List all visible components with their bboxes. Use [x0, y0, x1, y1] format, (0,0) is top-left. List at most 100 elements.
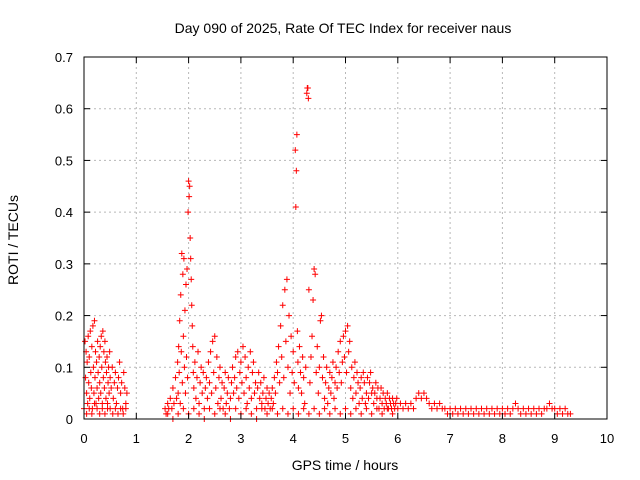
data-point [441, 405, 448, 412]
data-point [224, 390, 231, 397]
data-point [106, 348, 113, 355]
data-point [99, 328, 106, 335]
data-point [109, 410, 116, 417]
data-point [189, 322, 196, 329]
data-point [309, 333, 316, 340]
data-point [266, 390, 273, 397]
data-point [94, 338, 101, 345]
data-point [292, 203, 299, 210]
data-point [85, 333, 92, 340]
data-point [431, 400, 438, 407]
data-point [175, 410, 182, 417]
data-point [259, 390, 266, 397]
data-point [269, 405, 276, 412]
data-point [284, 410, 291, 417]
data-point [182, 281, 189, 288]
data-point [530, 405, 537, 412]
data-point [90, 390, 97, 397]
data-point [378, 384, 385, 391]
data-point [365, 395, 372, 402]
data-point [360, 369, 367, 376]
data-point [509, 405, 516, 412]
data-point [237, 359, 244, 366]
data-point [373, 405, 380, 412]
y-axis-tick-labels: 0 0.1 0.2 0.3 0.4 0.5 0.6 0.7 [55, 50, 73, 427]
data-point [264, 410, 271, 417]
data-point [325, 384, 332, 391]
data-point [117, 390, 124, 397]
data-point [122, 405, 129, 412]
data-point [108, 384, 115, 391]
data-point [189, 343, 196, 350]
data-point [229, 364, 236, 371]
data-point [191, 359, 198, 366]
data-point [190, 384, 197, 391]
data-point [244, 400, 251, 407]
data-point [176, 369, 183, 376]
y-tick-label: 0.6 [55, 102, 73, 117]
data-point [265, 400, 272, 407]
data-point [288, 333, 295, 340]
data-point [368, 410, 375, 417]
data-point [270, 400, 277, 407]
data-point [384, 405, 391, 412]
data-point [301, 400, 308, 407]
data-point [118, 379, 125, 386]
data-point [316, 410, 323, 417]
data-point [232, 353, 239, 360]
data-point [293, 167, 300, 174]
data-point [84, 359, 91, 366]
data-point [297, 369, 304, 376]
data-point [228, 379, 235, 386]
data-point [85, 379, 92, 386]
data-point [177, 291, 184, 298]
data-point [312, 271, 319, 278]
data-point [188, 276, 195, 283]
data-point [295, 384, 302, 391]
data-point [205, 359, 212, 366]
data-point [494, 405, 501, 412]
data-point [326, 369, 333, 376]
data-point [384, 390, 391, 397]
data-point [339, 359, 346, 366]
data-point [298, 390, 305, 397]
data-point [186, 193, 193, 200]
data-point [351, 359, 358, 366]
data-point [252, 379, 259, 386]
x-tick-label: 0 [80, 431, 87, 446]
data-point [83, 390, 90, 397]
data-point [248, 395, 255, 402]
data-point [96, 353, 103, 360]
y-tick-label: 0.2 [55, 309, 73, 324]
data-point [434, 405, 441, 412]
data-point [470, 410, 477, 417]
data-point [222, 369, 229, 376]
data-point [343, 369, 350, 376]
data-point [460, 410, 467, 417]
data-point [87, 328, 94, 335]
data-point [208, 390, 215, 397]
data-point [533, 410, 540, 417]
data-point [330, 395, 337, 402]
data-point [199, 390, 206, 397]
data-point [120, 369, 127, 376]
data-point [113, 400, 120, 407]
data-point [84, 400, 91, 407]
data-point [289, 369, 296, 376]
data-point [512, 400, 519, 407]
data-point [473, 405, 480, 412]
data-point [196, 400, 203, 407]
data-point [345, 348, 352, 355]
data-point [167, 395, 174, 402]
x-tick-label: 1 [133, 431, 140, 446]
x-tick-label: 10 [600, 431, 614, 446]
data-point [169, 384, 176, 391]
data-point [366, 379, 373, 386]
data-point [371, 390, 378, 397]
data-point [332, 405, 339, 412]
data-point [114, 410, 121, 417]
data-point [278, 353, 285, 360]
data-point [94, 405, 101, 412]
data-point [102, 359, 109, 366]
